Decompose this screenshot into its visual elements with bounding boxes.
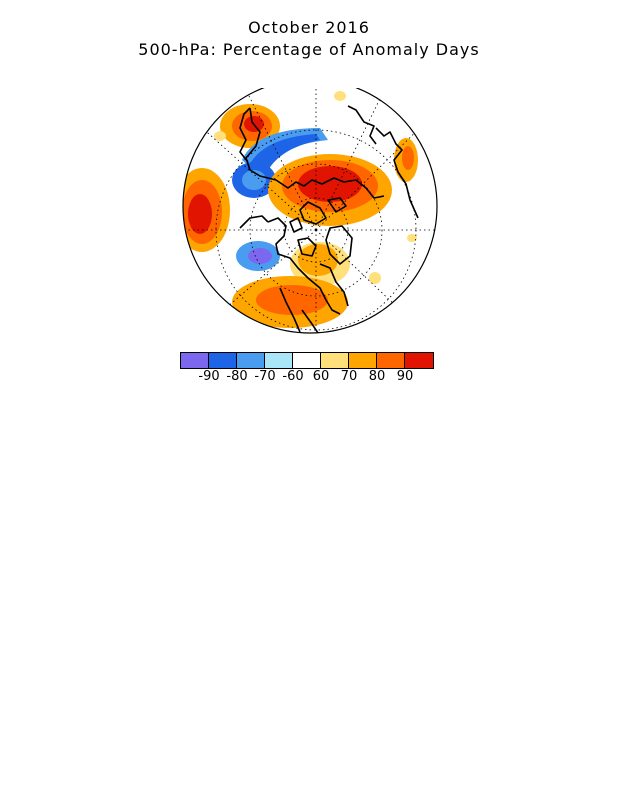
map-title: October 2016: [248, 18, 370, 37]
legend-swatch: [293, 353, 321, 368]
legend-swatch: [405, 353, 433, 368]
coastlines: [239, 105, 419, 333]
legend-swatch: [209, 353, 237, 368]
legend-swatch: [321, 353, 349, 368]
legend-label: -70: [254, 369, 276, 384]
anomaly-shading: [183, 91, 418, 328]
legend-swatch: [181, 353, 209, 368]
polar-map: [182, 88, 438, 334]
legend-swatch: [265, 353, 293, 368]
legend-colorbar: [180, 352, 434, 369]
legend-label: -90: [198, 369, 220, 384]
legend-swatch: [237, 353, 265, 368]
legend-label: -60: [282, 369, 304, 384]
legend-label: -80: [226, 369, 248, 384]
legend-label: 70: [340, 369, 358, 384]
legend-labels: -90 -80 -70 -60 60 70 80 90: [0, 369, 618, 385]
map-subtitle: 500-hPa: Percentage of Anomaly Days: [138, 40, 480, 59]
legend-label: 80: [368, 369, 386, 384]
map-border: [182, 88, 438, 334]
legend-swatch: [377, 353, 405, 368]
legend-label: 90: [396, 369, 414, 384]
legend-swatch: [349, 353, 377, 368]
legend-label: 60: [312, 369, 330, 384]
